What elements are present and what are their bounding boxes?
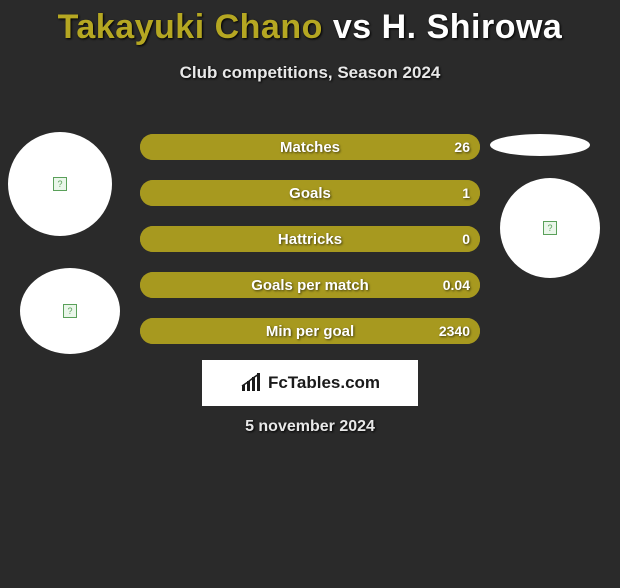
date-label: 5 november 2024 [0, 418, 620, 436]
avatar-bottom-left: ? [20, 268, 120, 354]
vs-label: vs [333, 8, 372, 46]
player2-name: H. Shirowa [382, 8, 563, 46]
avatar-right: ? [500, 178, 600, 278]
stat-value-right: 1 [462, 185, 470, 201]
logo-text: FcTables.com [268, 373, 380, 393]
stat-label: Goals [289, 185, 331, 202]
stat-row: Goals per match 0.04 [140, 272, 480, 298]
stat-value-right: 0 [462, 231, 470, 247]
stats-table: Matches 26 Goals 1 Hattricks 0 Goals per match… [140, 134, 480, 364]
stat-label: Goals per match [251, 277, 369, 294]
subtitle: Club competitions, Season 2024 [0, 63, 620, 83]
avatar-top-left: ? [8, 132, 112, 236]
stat-value-right: 2340 [439, 323, 470, 339]
player1-name: Takayuki Chano [58, 8, 323, 46]
stat-label: Min per goal [266, 323, 354, 340]
stat-row: Hattricks 0 [140, 226, 480, 252]
stat-value-right: 0.04 [443, 277, 470, 293]
stat-label: Hattricks [278, 231, 342, 248]
logo-box: FcTables.com [202, 360, 418, 406]
stat-row: Goals 1 [140, 180, 480, 206]
ellipse-top-right [490, 134, 590, 156]
image-placeholder-icon: ? [543, 221, 557, 235]
stat-row: Min per goal 2340 [140, 318, 480, 344]
image-placeholder-icon: ? [63, 304, 77, 318]
stat-row: Matches 26 [140, 134, 480, 160]
page-title: Takayuki Chano vs H. Shirowa [0, 8, 620, 47]
stat-label: Matches [280, 139, 340, 156]
image-placeholder-icon: ? [53, 177, 67, 191]
bar-chart-icon [240, 373, 264, 393]
stat-value-right: 26 [454, 139, 470, 155]
